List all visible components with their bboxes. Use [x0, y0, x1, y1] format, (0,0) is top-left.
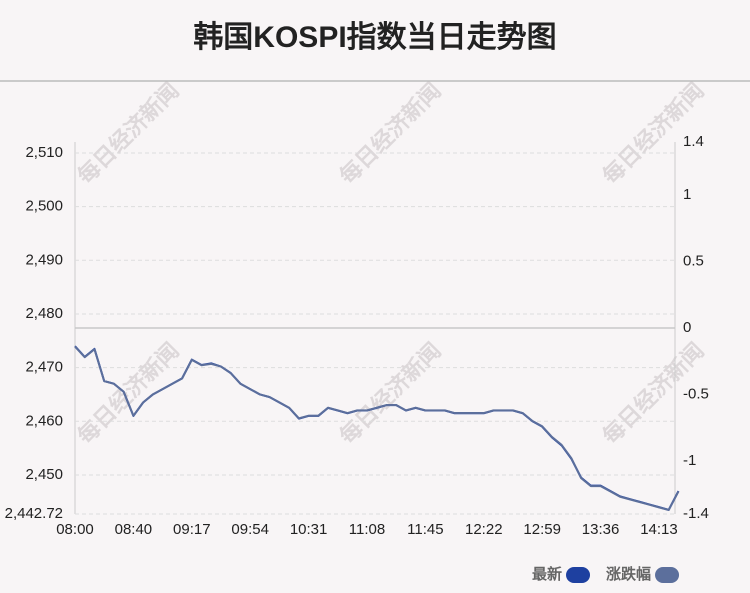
y2-tick-label: 0.5	[683, 253, 704, 270]
y2-tick-label: -0.5	[683, 385, 709, 402]
y2-tick-label: 1	[683, 186, 691, 203]
x-tick-label: 13:36	[582, 521, 620, 538]
legend-label: 最新	[532, 565, 562, 583]
y-tick-label: 2,442.72	[5, 505, 63, 522]
x-tick-label: 10:31	[290, 521, 328, 538]
y-tick-label: 2,510	[25, 144, 63, 161]
y2-tick-label: -1	[683, 452, 696, 469]
x-tick-label: 11:45	[407, 521, 443, 538]
legend-swatch	[655, 567, 680, 583]
x-tick-label: 11:08	[349, 521, 385, 538]
x-tick-label: 08:40	[115, 521, 153, 538]
y-tick-label: 2,460	[25, 412, 63, 429]
x-tick-label: 08:00	[56, 521, 94, 538]
x-tick-label: 12:59	[523, 521, 561, 538]
x-tick-label: 09:54	[231, 521, 269, 538]
y2-tick-label: -1.4	[683, 505, 709, 522]
y-tick-label: 2,480	[25, 305, 63, 322]
y-tick-label: 2,490	[25, 251, 63, 268]
chart-title: 韩国KOSPI指数当日走势图	[193, 21, 556, 54]
legend-swatch	[566, 567, 591, 583]
y-tick-label: 2,450	[25, 466, 63, 483]
legend-label: 涨跌幅	[606, 565, 651, 583]
y2-tick-label: 0	[683, 319, 691, 336]
y2-tick-label: 1.4	[683, 133, 704, 150]
y-tick-label: 2,500	[25, 198, 63, 215]
x-tick-label: 14:13	[640, 521, 678, 538]
x-tick-label: 12:22	[465, 521, 503, 538]
series-line	[74, 345, 680, 512]
x-tick-label: 09:17	[173, 521, 211, 538]
y-tick-label: 2,470	[25, 359, 63, 376]
